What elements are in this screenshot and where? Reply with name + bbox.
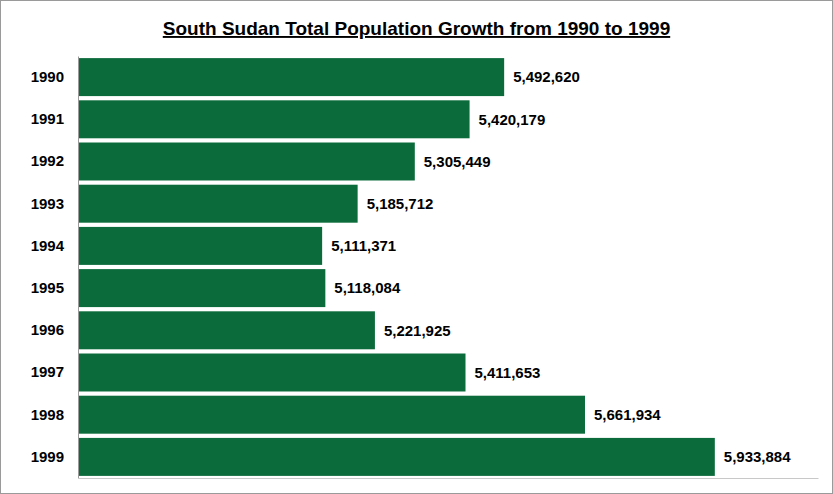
bar [78, 438, 715, 476]
data-label: 5,185,712 [367, 195, 434, 212]
tick-label: 1996 [31, 321, 64, 338]
data-label: 5,661,934 [594, 406, 661, 423]
x-axis [79, 478, 819, 479]
data-labels: 5,492,620 5,420,179 5,305,449 5,185,712 5,11… [331, 68, 791, 465]
tick-label: 1999 [31, 448, 64, 465]
bar [78, 58, 504, 96]
axis-line [78, 57, 79, 479]
tick-label: 1993 [31, 195, 64, 212]
data-label: 5,118,084 [334, 279, 401, 296]
data-label: 5,111,371 [331, 237, 396, 254]
data-label: 5,933,884 [724, 448, 791, 465]
chart: South Sudan Total Population Growth from… [0, 0, 833, 494]
title: South Sudan Total Population Growth from… [163, 18, 670, 39]
tick-label: 1994 [31, 237, 65, 254]
tick: 1995 [31, 279, 64, 296]
tick: 1992 [31, 152, 64, 169]
tick-label: 1998 [31, 406, 64, 423]
tick: 1998 [31, 406, 64, 423]
tick-label: 1991 [31, 110, 64, 127]
tick: 1993 [31, 195, 64, 212]
tick: 1994 [31, 237, 65, 254]
data-label: 5,420,179 [479, 111, 546, 128]
bar [78, 227, 322, 265]
bar [78, 396, 585, 434]
tick: 1990 [31, 68, 64, 85]
tick-label: 1992 [31, 152, 64, 169]
axis-line [79, 478, 819, 479]
bar [78, 143, 415, 181]
data-label: 5,492,620 [513, 68, 580, 85]
frame [1, 1, 833, 494]
tick-label: 1997 [31, 363, 64, 380]
bars [78, 58, 715, 476]
bar [78, 311, 375, 349]
bar [78, 354, 465, 392]
y-axis: 1990 1991 1992 1993 1994 1995 1996 1997 1998 1999 [31, 57, 79, 479]
bar [78, 185, 358, 223]
data-label: 5,221,925 [384, 322, 451, 339]
tick: 1996 [31, 321, 64, 338]
bar [78, 269, 325, 307]
data-label: 5,305,449 [424, 153, 491, 170]
tick: 1999 [31, 448, 64, 465]
bar [78, 100, 470, 138]
tick: 1991 [31, 110, 64, 127]
data-label: 5,411,653 [474, 364, 540, 381]
tick-label: 1995 [31, 279, 64, 296]
tick-label: 1990 [31, 68, 64, 85]
tick: 1997 [31, 363, 64, 380]
